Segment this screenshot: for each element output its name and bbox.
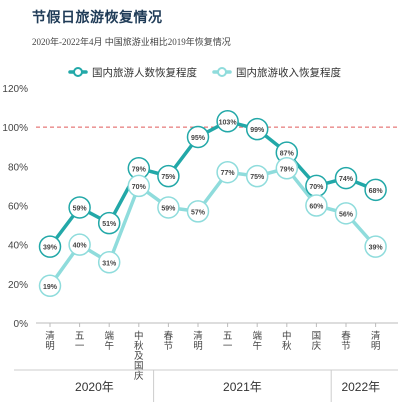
series-2-point-10 — [305, 194, 328, 217]
series-1-data-label-1: 39% — [43, 245, 58, 252]
y-tick-label-6: 120% — [2, 84, 28, 95]
x-tick-label-5: 春节 — [164, 330, 174, 352]
series-1-data-label-3: 51% — [102, 221, 117, 228]
series-2-data-label-1: 19% — [43, 284, 58, 291]
x-tick-label-7: 五一 — [223, 331, 233, 352]
series-2-point-4 — [127, 174, 151, 198]
series-2-point-7 — [216, 160, 239, 184]
series-2-data-label-12: 39% — [369, 245, 384, 252]
series-2-point-9 — [275, 157, 299, 180]
series-1-data-label-12: 68% — [369, 188, 384, 195]
series-2-data-label-2: 40% — [73, 243, 88, 250]
series-2-data-label-4: 70% — [132, 184, 147, 191]
y-tick-label-2: 40% — [8, 241, 28, 252]
y-tick-label-4: 80% — [8, 162, 28, 173]
x-tick-label-9: 中秋 — [282, 330, 292, 352]
x-tick-label-11: 春节 — [341, 330, 351, 352]
series-1-data-label-5: 75% — [161, 174, 176, 181]
y-tick-label-1: 20% — [8, 280, 28, 291]
series-1-data-label-11: 74% — [339, 176, 354, 183]
series-1-data-label-7: 103% — [219, 119, 238, 126]
series-2-data-label-6: 57% — [191, 209, 206, 216]
chart-subtitle: 2020年-2022年4月 中国旅游业相比2019年恢复情况 — [32, 37, 231, 47]
series-1-data-label-2: 59% — [73, 205, 88, 212]
series-1-point-5 — [157, 164, 180, 188]
series-2-data-label-8: 75% — [250, 174, 265, 181]
series-1-data-label-6: 95% — [191, 135, 206, 142]
y-tick-label-3: 60% — [8, 202, 28, 213]
x-tick-label-12: 清明 — [371, 330, 381, 352]
x-tick-label-2: 五一 — [75, 331, 85, 352]
series-2-point-5 — [157, 196, 180, 219]
legend-label-1: 国内旅游人数恢复程度 — [92, 66, 197, 79]
series-1-point-6 — [186, 125, 210, 149]
legend-marker-2 — [217, 67, 227, 77]
series-2-point-11 — [334, 202, 358, 225]
series-2-data-label-11: 56% — [339, 211, 354, 218]
series-2-point-3 — [97, 251, 121, 274]
series-2-data-label-3: 31% — [102, 260, 117, 267]
series-1-point-3 — [97, 211, 121, 235]
x-tick-label-8: 端午 — [252, 330, 262, 352]
legend-marker-1 — [73, 67, 83, 77]
x-tick-label-10: 国庆 — [312, 331, 322, 352]
series-2-point-6 — [186, 200, 210, 223]
series-1-data-label-8: 99% — [250, 127, 265, 134]
series-1-data-label-9: 87% — [280, 151, 295, 158]
series-1-point-11 — [334, 166, 358, 190]
x-tick-label-4: 中秋及国庆 — [134, 330, 144, 382]
series-2-point-8 — [245, 164, 269, 188]
y-tick-label-0: 0% — [14, 319, 29, 330]
series-1-point-1 — [38, 235, 62, 258]
series-1-point-12 — [364, 178, 387, 202]
chart-title: 节假日旅游恢复情况 — [32, 9, 163, 25]
year-group-label-1: 2020年 — [75, 380, 114, 394]
x-tick-label-3: 端午 — [104, 330, 114, 352]
year-group-label-3: 2022年 — [341, 380, 380, 394]
series-1-data-label-4: 79% — [132, 166, 147, 173]
y-tick-label-5: 100% — [2, 123, 28, 134]
legend-label-2: 国内旅游收入恢复程度 — [236, 66, 341, 79]
series-2-point-2 — [68, 233, 91, 256]
series-2-data-label-5: 59% — [161, 205, 176, 212]
series-2-data-label-10: 60% — [309, 204, 324, 211]
x-tick-label-1: 清明 — [45, 330, 55, 352]
series-1-point-2 — [68, 196, 91, 219]
series-1-point-8 — [245, 117, 269, 141]
series-2-point-12 — [364, 235, 387, 258]
series-2-data-label-7: 77% — [221, 170, 236, 177]
series-2-point-1 — [38, 274, 62, 298]
series-1-point-7 — [216, 110, 239, 133]
series-2-data-label-9: 79% — [280, 166, 295, 173]
year-group-label-2: 2021年 — [223, 380, 262, 394]
x-tick-label-6: 清明 — [193, 330, 203, 352]
series-1-data-label-10: 70% — [309, 184, 324, 191]
